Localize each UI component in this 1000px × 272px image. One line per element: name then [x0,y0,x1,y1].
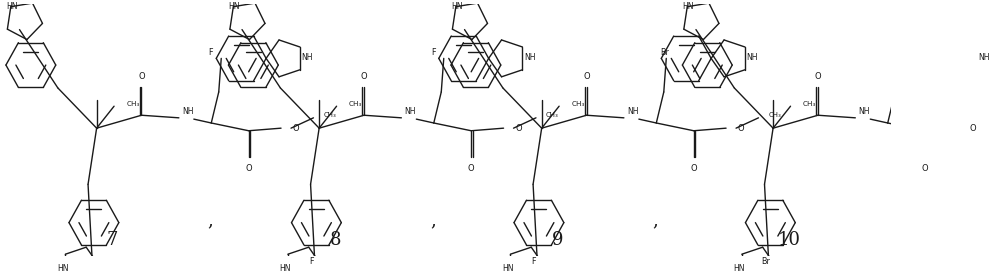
Text: HN: HN [451,2,462,11]
Text: CH₃: CH₃ [768,112,781,118]
Text: CH₃: CH₃ [572,101,585,107]
Text: O: O [138,72,145,81]
Text: ,: , [653,211,658,230]
Text: Br: Br [660,48,669,57]
Text: NH: NH [182,107,193,116]
Text: O: O [245,164,252,173]
Text: NH: NH [627,107,638,116]
Text: O: O [361,72,367,81]
Text: 8: 8 [329,231,341,249]
Text: 10: 10 [778,231,801,249]
Text: HN: HN [280,264,291,272]
Text: CH₃: CH₃ [349,101,362,107]
Text: F: F [532,257,536,266]
Text: HN: HN [502,264,514,272]
Text: CH₃: CH₃ [546,112,559,118]
Text: F: F [209,48,213,57]
Text: 9: 9 [552,231,563,249]
Text: ,: , [430,211,436,230]
Text: O: O [515,124,522,133]
Text: HN: HN [682,2,694,11]
Text: HN: HN [57,264,69,272]
Text: CH₃: CH₃ [803,101,816,107]
Text: O: O [690,164,697,173]
Text: O: O [815,72,821,81]
Text: CH₃: CH₃ [323,112,336,118]
Text: O: O [922,164,928,173]
Text: O: O [738,124,744,133]
Text: O: O [293,124,299,133]
Text: O: O [468,164,474,173]
Text: 7: 7 [107,231,118,249]
Text: HN: HN [228,2,240,11]
Text: NH: NH [858,107,870,116]
Text: HN: HN [6,2,17,11]
Text: NH: NH [524,52,535,61]
Text: O: O [969,124,976,133]
Text: Br: Br [761,257,770,266]
Text: F: F [431,48,436,57]
Text: NH: NH [747,52,758,61]
Text: NH: NH [301,52,313,61]
Text: F: F [309,257,314,266]
Text: NH: NH [978,52,989,61]
Text: ,: , [208,211,213,230]
Text: HN: HN [734,264,745,272]
Text: NH: NH [404,107,416,116]
Text: O: O [583,72,590,81]
Text: CH₃: CH₃ [127,101,140,107]
